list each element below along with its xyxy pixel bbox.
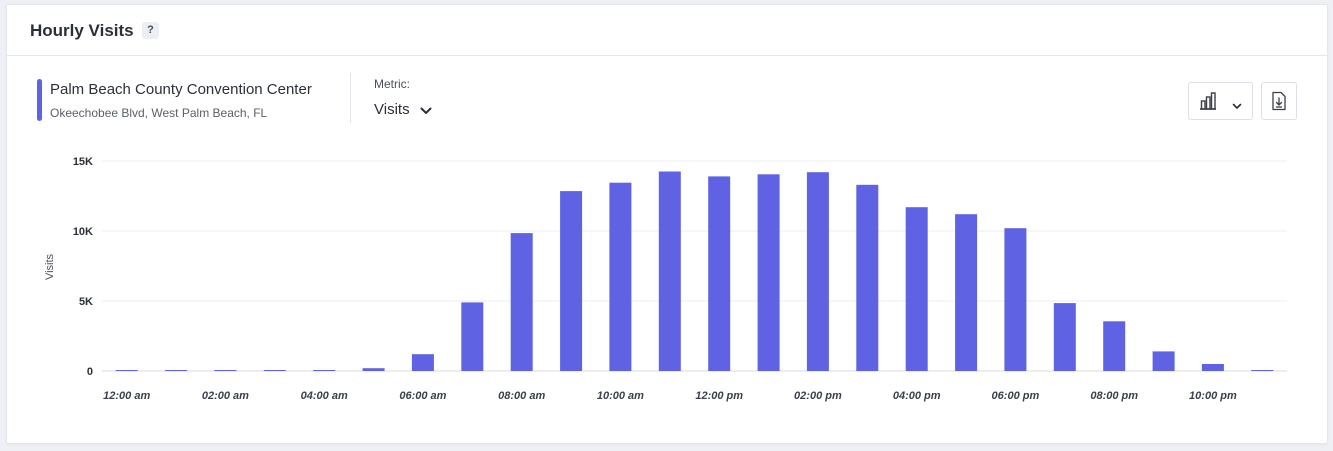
venue-color-marker [37, 79, 42, 121]
x-tick-label: 04:00 pm [893, 390, 941, 402]
venue-name: Palm Beach County Convention Center [50, 81, 312, 98]
y-tick-label: 10K [73, 226, 93, 238]
x-tick-label: 10:00 am [597, 390, 644, 402]
bar-01-00-am[interactable] [165, 370, 188, 371]
bar-09-00-pm[interactable] [1152, 351, 1175, 371]
bar-05-00-am[interactable] [362, 368, 385, 371]
chevron-down-icon [420, 102, 432, 119]
bar-03-00-am[interactable] [263, 370, 286, 371]
bar-06-00-am[interactable] [411, 354, 434, 371]
y-tick-label: 15K [73, 156, 93, 168]
download-file-icon [1270, 91, 1288, 116]
bar-04-00-pm[interactable] [905, 207, 928, 371]
x-tick-label: 12:00 pm [695, 390, 743, 402]
y-tick-label: 5K [79, 296, 93, 308]
y-tick-label: 0 [87, 366, 93, 378]
bar-10-00-am[interactable] [609, 182, 632, 371]
chart-type-button[interactable] [1188, 82, 1253, 120]
x-tick-label: 06:00 am [399, 390, 446, 402]
bar-05-00-pm[interactable] [955, 214, 978, 371]
bar-02-00-pm[interactable] [806, 172, 829, 371]
x-tick-label: 08:00 pm [1090, 390, 1138, 402]
bar-11-00-am[interactable] [658, 171, 681, 372]
x-tick-label: 06:00 pm [992, 390, 1040, 402]
bar-04-00-am[interactable] [313, 370, 336, 371]
venue-address: Okeechobee Blvd, West Palm Beach, FL [50, 106, 268, 120]
bar-chart-icon [1198, 91, 1218, 116]
x-tick-label: 02:00 am [202, 390, 249, 402]
download-button[interactable] [1261, 82, 1297, 120]
bar-06-00-pm[interactable] [1004, 228, 1027, 371]
bar-11-00-pm[interactable] [1251, 370, 1274, 371]
hourly-visits-card: Hourly Visits ? Palm Beach County Conven… [6, 4, 1328, 444]
metric-label: Metric: [374, 77, 410, 91]
bar-02-00-am[interactable] [214, 370, 237, 371]
bar-01-00-pm[interactable] [757, 174, 780, 371]
bar-08-00-pm[interactable] [1103, 321, 1126, 371]
card-header: Hourly Visits ? [7, 5, 1327, 56]
hourly-visits-chart: 0 5K 10K 15K 12:00 am 02:00 am 04:00 am 06:00 … [44, 156, 1287, 402]
y-axis-label: Visits [44, 253, 56, 280]
header-divider [350, 73, 351, 123]
bar-07-00-pm[interactable] [1053, 303, 1076, 371]
x-tick-label: 04:00 am [301, 390, 348, 402]
help-icon[interactable]: ? [142, 22, 159, 39]
x-tick-label: 12:00 am [103, 390, 150, 402]
bar-03-00-pm[interactable] [856, 184, 879, 371]
x-tick-label: 08:00 am [498, 390, 545, 402]
chevron-down-icon [1232, 97, 1242, 115]
card-title: Hourly Visits [30, 21, 134, 40]
x-tick-label: 02:00 pm [794, 390, 842, 402]
metric-value: Visits [374, 101, 410, 118]
bar-12-00-am[interactable] [115, 370, 138, 371]
bar-10-00-pm[interactable] [1201, 364, 1224, 371]
bar-12-00-pm[interactable] [708, 176, 731, 371]
x-tick-label: 10:00 pm [1189, 390, 1237, 402]
bar-09-00-am[interactable] [560, 191, 583, 371]
bar-07-00-am[interactable] [461, 302, 484, 371]
bar-08-00-am[interactable] [510, 233, 533, 371]
metric-dropdown[interactable]: Visits [374, 101, 432, 121]
